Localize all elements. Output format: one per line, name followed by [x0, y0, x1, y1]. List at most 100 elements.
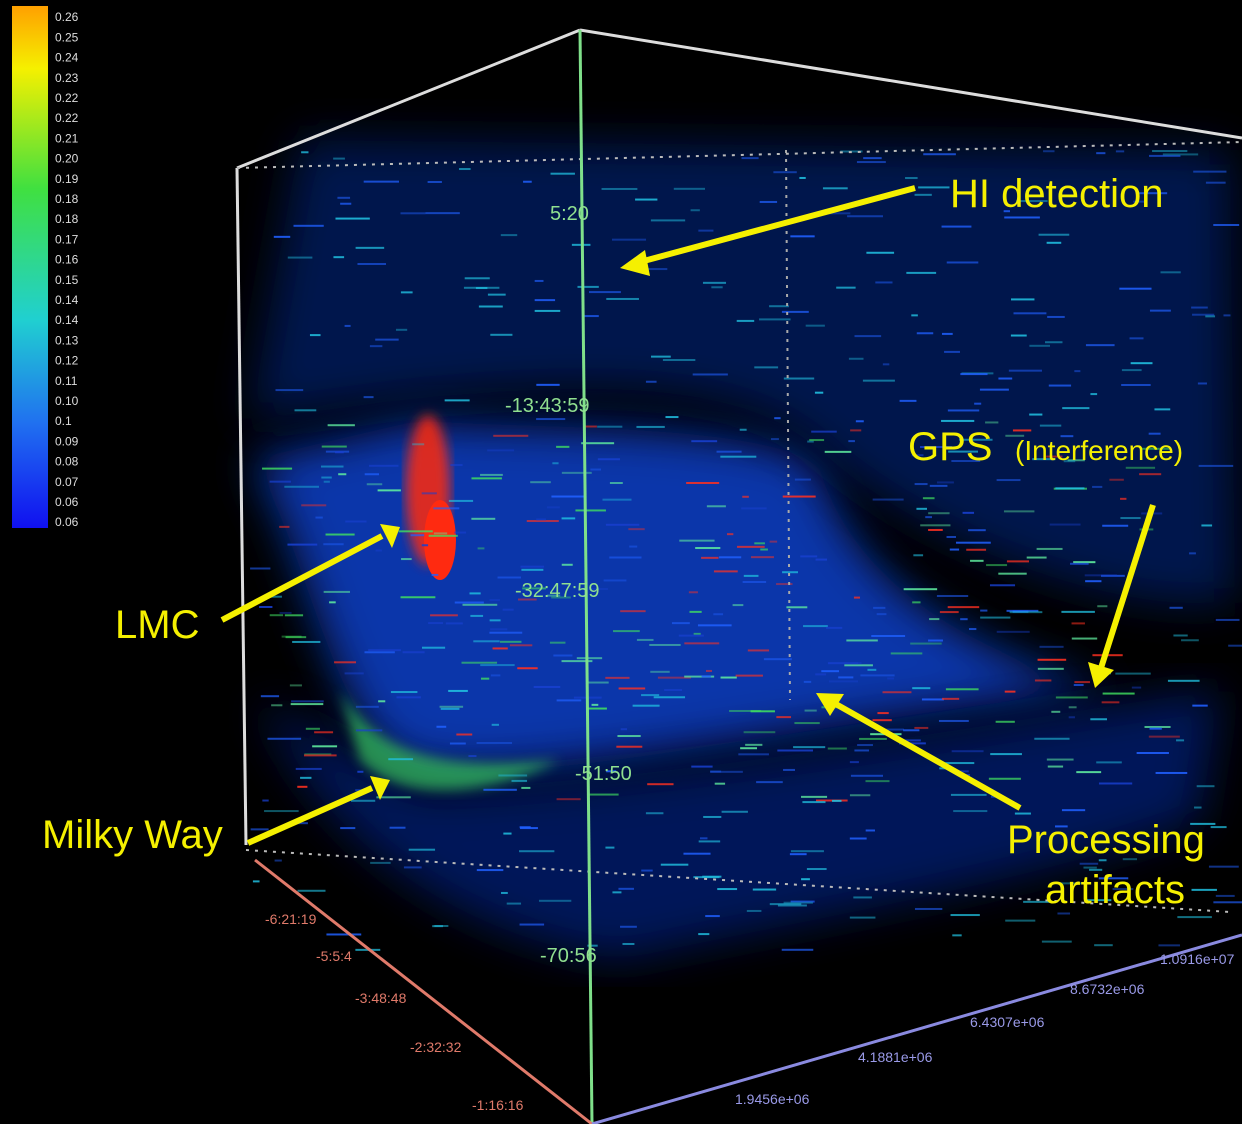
streak — [871, 635, 905, 637]
streak — [551, 496, 585, 498]
streak — [287, 544, 317, 546]
streak — [603, 499, 632, 501]
streak — [795, 479, 811, 481]
streak — [493, 435, 528, 437]
streak — [536, 418, 565, 420]
streak — [1176, 739, 1184, 741]
streak — [557, 798, 581, 800]
streak — [679, 635, 704, 637]
streak — [1035, 679, 1051, 681]
streak — [912, 687, 930, 689]
streak — [1039, 234, 1070, 236]
colorbar-label: 0.13 — [55, 333, 79, 347]
streak — [930, 485, 948, 487]
vertical-axis-label: -13:43:59 — [505, 395, 590, 417]
streak — [1131, 362, 1153, 364]
streak — [948, 606, 979, 608]
streak — [436, 726, 446, 728]
streak — [794, 722, 819, 724]
streak — [948, 409, 979, 411]
streak — [296, 768, 322, 770]
streak — [790, 235, 814, 237]
streak — [364, 651, 394, 653]
streak — [703, 282, 726, 284]
streak — [923, 497, 935, 499]
streak — [860, 674, 894, 676]
streak — [1047, 242, 1062, 244]
streak — [947, 536, 956, 538]
streak — [557, 699, 582, 701]
streak — [612, 239, 646, 241]
streak — [821, 670, 839, 672]
streak — [807, 868, 827, 870]
streak — [832, 800, 841, 802]
streak — [364, 396, 374, 398]
streak — [782, 311, 809, 313]
colorbar-label: 0.20 — [55, 152, 79, 166]
streak — [295, 409, 317, 411]
streak — [911, 314, 918, 316]
streak — [337, 197, 350, 199]
streak — [782, 571, 798, 573]
streak — [1154, 408, 1170, 410]
streak — [520, 924, 545, 926]
streak — [751, 556, 774, 558]
streak — [771, 438, 779, 440]
annotation: (Interference) — [1015, 435, 1183, 466]
streak — [1194, 807, 1202, 809]
streak — [646, 812, 664, 814]
streak — [815, 673, 826, 675]
streak — [370, 345, 382, 347]
streak — [1177, 916, 1212, 918]
streak — [950, 549, 959, 551]
colorbar — [12, 6, 48, 528]
streak — [294, 225, 324, 227]
streak — [1205, 315, 1215, 317]
streak — [340, 827, 355, 829]
streak — [760, 549, 768, 551]
streak — [491, 674, 500, 676]
streak — [401, 596, 436, 598]
streak — [412, 443, 424, 445]
streak — [1161, 271, 1181, 273]
streak — [450, 464, 462, 466]
streak — [920, 524, 950, 526]
red-axis-label: -2:32:32 — [410, 1039, 462, 1055]
streak — [665, 416, 678, 418]
streak — [375, 339, 398, 341]
streak — [490, 619, 501, 621]
streak — [1048, 766, 1063, 768]
streak — [619, 687, 646, 689]
streak — [270, 481, 291, 483]
streak — [480, 664, 514, 666]
streak — [498, 774, 527, 776]
streak — [1039, 646, 1063, 648]
streak — [891, 652, 923, 654]
streak — [773, 171, 796, 173]
streak — [963, 512, 974, 514]
streak — [828, 748, 847, 750]
colorbar-label: 0.25 — [55, 30, 79, 44]
streak — [306, 728, 320, 730]
streak — [651, 356, 671, 358]
streak — [396, 329, 407, 331]
streak — [432, 574, 439, 576]
streak — [253, 880, 260, 882]
streak — [1090, 718, 1107, 720]
streak — [744, 575, 759, 577]
streak — [747, 910, 762, 912]
colorbar-label: 0.18 — [55, 212, 79, 226]
streak — [721, 677, 737, 679]
colorbar-label: 0.1 — [55, 414, 72, 428]
streak — [857, 744, 873, 746]
streak — [980, 617, 1010, 619]
streak — [297, 786, 307, 788]
streak — [301, 504, 326, 506]
streak — [550, 642, 566, 644]
streak — [953, 810, 987, 812]
streak — [1042, 941, 1072, 943]
colorbar-label: 0.22 — [55, 91, 79, 105]
streak — [1150, 310, 1171, 312]
streak — [620, 926, 637, 928]
streak — [449, 500, 473, 502]
